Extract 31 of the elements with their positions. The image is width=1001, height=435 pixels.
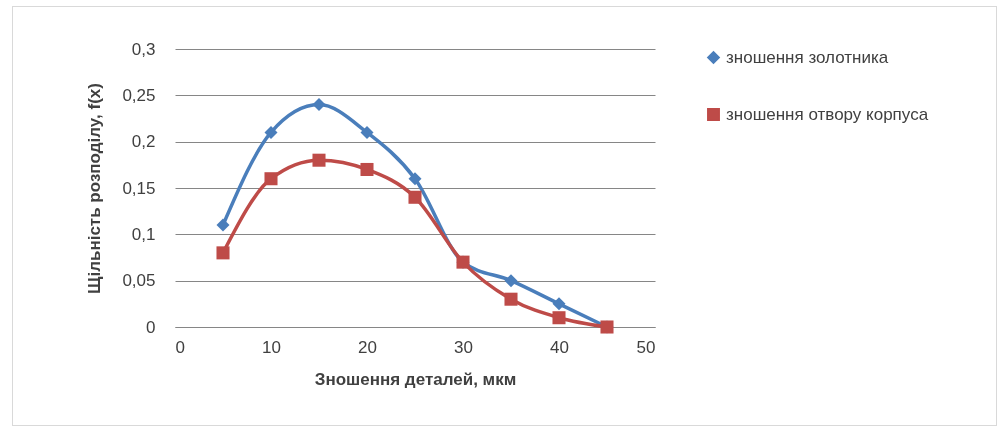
point xyxy=(504,292,518,306)
point xyxy=(552,311,566,325)
y-tick-label: 0,05 xyxy=(122,271,156,291)
x-tick-label: 50 xyxy=(636,337,656,357)
point xyxy=(360,125,374,139)
point xyxy=(312,98,326,112)
x-tick-label: 40 xyxy=(550,337,569,357)
x-tick-label: 30 xyxy=(454,337,473,357)
point xyxy=(552,297,566,311)
point xyxy=(216,218,230,232)
point xyxy=(408,172,422,186)
y-tick-label: 0,15 xyxy=(122,178,156,198)
x-tick-label: 0 xyxy=(175,337,185,357)
legend-label: зношення золотника xyxy=(726,47,889,67)
point xyxy=(264,172,278,186)
y-tick-label: 0 xyxy=(146,317,156,337)
y-tick-label: 0,2 xyxy=(131,132,156,152)
y-tick-label: 0,3 xyxy=(131,39,156,59)
x-tick-label: 20 xyxy=(358,337,377,357)
point xyxy=(216,246,230,260)
x-tick-label: 10 xyxy=(262,337,281,357)
y-tick-label: 0,1 xyxy=(131,224,156,244)
point xyxy=(504,274,518,288)
point xyxy=(264,125,278,139)
legend-label: зношення отвору корпуса xyxy=(726,104,929,124)
point xyxy=(312,153,326,167)
x-axis-title: Зношення деталей, мкм xyxy=(314,369,517,389)
point xyxy=(360,162,374,176)
y-tick-label: 0,25 xyxy=(122,85,156,105)
point xyxy=(408,190,422,204)
y-axis-title: Щільність розподілу, f(x) xyxy=(85,83,105,294)
